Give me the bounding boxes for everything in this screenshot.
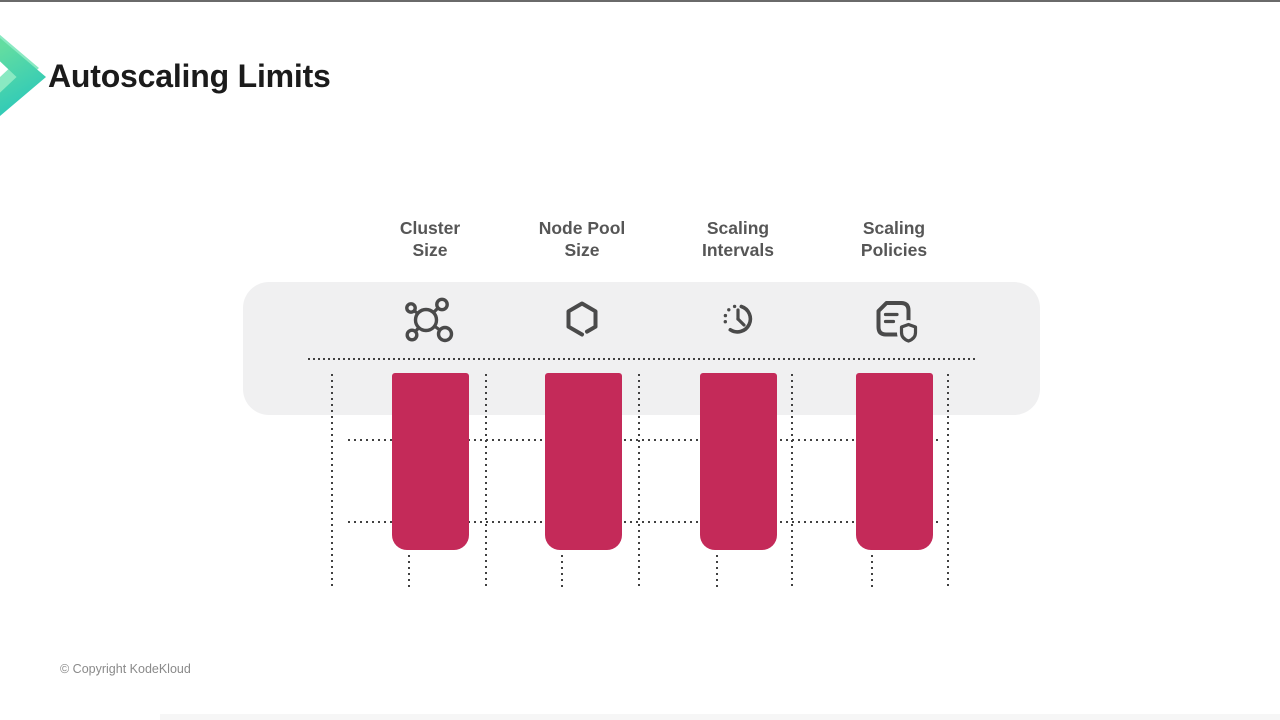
column-header-line: Scaling [862,218,926,238]
column-header-scaling-intervals: Scaling Intervals [658,217,818,261]
cluster-network-icon [404,293,456,345]
title-accent-chevron-icon [0,29,46,116]
column-header-line: Node Pool [538,218,626,238]
column-header-line: Scaling [706,218,770,238]
column-header-scaling-policies: Scaling Policies [814,217,974,261]
grid-stub-dotted-line [716,555,718,588]
bar-scaling-policies [856,373,933,550]
grid-stub-dotted-line [408,555,410,588]
column-header-node-pool-size: Node Pool Size [502,217,662,261]
grid-vertical-dotted-line [331,374,333,587]
grid-vertical-dotted-line [485,374,487,587]
bar-cluster-size [392,373,469,550]
column-header-cluster-size: Cluster Size [350,217,510,261]
bottom-strip [160,714,1280,720]
grid-vertical-dotted-line [791,374,793,587]
top-border-line [0,0,1280,2]
grid-vertical-dotted-line [947,374,949,587]
column-header-line: Cluster [399,218,461,238]
column-header-line: Size [564,240,600,260]
grid-stub-dotted-line [871,555,873,588]
grid-horizontal-dotted-row [348,521,940,523]
grid-vertical-dotted-line [638,374,640,587]
column-header-line: Size [412,240,448,260]
page-title: Autoscaling Limits [48,58,331,94]
column-header-line: Policies [860,240,928,260]
copyright-notice: © Copyright KodeKloud [60,662,191,676]
grid-stub-dotted-line [561,555,563,588]
hexagon-node-icon [556,293,608,345]
policy-document-shield-icon [868,293,920,345]
column-header-line: Intervals [702,240,774,260]
grid-horizontal-dotted-row [348,439,940,441]
clock-interval-icon [712,293,764,345]
bar-scaling-intervals [700,373,777,550]
bar-node-pool-size [545,373,622,550]
grid-top-dotted-line [308,358,978,360]
